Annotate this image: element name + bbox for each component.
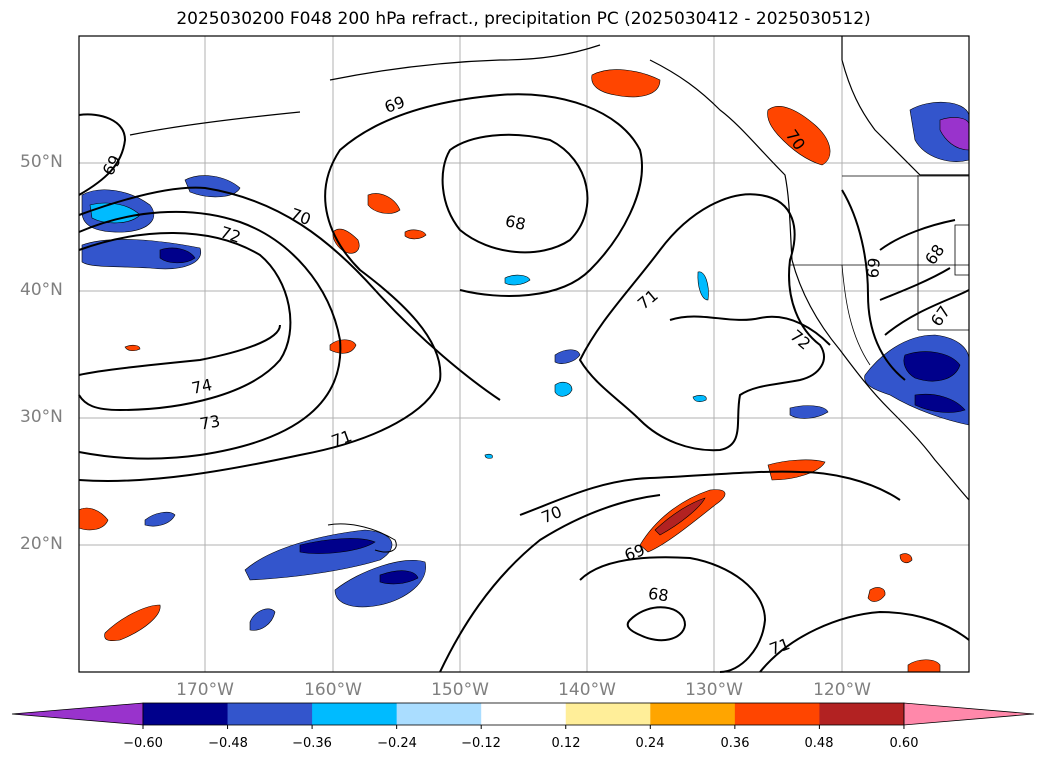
coastlines: [129, 36, 970, 553]
lon-label-130w: 130°W: [685, 680, 743, 700]
map-frame: [78, 35, 970, 673]
precip-negative: [81, 101, 970, 631]
colorbar-border: [142, 702, 905, 726]
contours: [78, 93, 970, 673]
map-title: 2025030200 F048 200 hPa refract., precip…: [176, 9, 871, 29]
colorbar-tick: 0.12: [551, 736, 581, 751]
lon-label-120w: 120°W: [813, 680, 871, 700]
lon-label-160w: 160°W: [304, 680, 362, 700]
colorbar-tick: −0.48: [208, 736, 248, 751]
lon-label-170w: 170°W: [176, 680, 234, 700]
colorbar-extend-low: [11, 702, 144, 726]
contour-label-68: 68: [504, 211, 528, 234]
lat-label-20n: 20°N: [20, 534, 63, 554]
map-background: [79, 36, 969, 672]
colorbar-tick: 0.48: [804, 736, 834, 751]
graticule: [79, 36, 969, 672]
colorbar-segment: [734, 703, 820, 725]
colorbar-segment: [227, 703, 313, 725]
colorbar-segment: [396, 703, 482, 725]
colorbar-tick: 0.60: [889, 736, 919, 751]
colorbar-tick: −0.24: [377, 736, 417, 751]
contour-label-73: 73: [198, 411, 221, 433]
colorbar-extend-high: [903, 702, 1035, 726]
lat-label-40n: 40°N: [20, 280, 63, 300]
contour-label-69d: 69: [863, 257, 884, 279]
contour-label-68b: 68: [647, 584, 670, 606]
colorbar-tick: 0.36: [720, 736, 750, 751]
colorbar-tick: −0.60: [123, 736, 163, 751]
colorbar-tick: −0.36: [292, 736, 332, 751]
colorbar-segment: [650, 703, 736, 725]
colorbar-segment: [565, 703, 651, 725]
colorbar-segment: [312, 703, 398, 725]
lat-label-50n: 50°N: [20, 152, 63, 172]
colorbar: [11, 702, 1035, 729]
precip-positive: [78, 69, 941, 673]
lat-label-30n: 30°N: [20, 407, 63, 427]
lon-label-140w: 140°W: [558, 680, 616, 700]
colorbar-tick: 0.24: [635, 736, 665, 751]
colorbar-segment: [481, 703, 567, 725]
lon-label-150w: 150°W: [431, 680, 489, 700]
colorbar-tick: −0.12: [461, 736, 501, 751]
contour-label-74: 74: [190, 375, 214, 398]
colorbar-segment: [819, 703, 905, 725]
colorbar-segment: [143, 703, 229, 725]
